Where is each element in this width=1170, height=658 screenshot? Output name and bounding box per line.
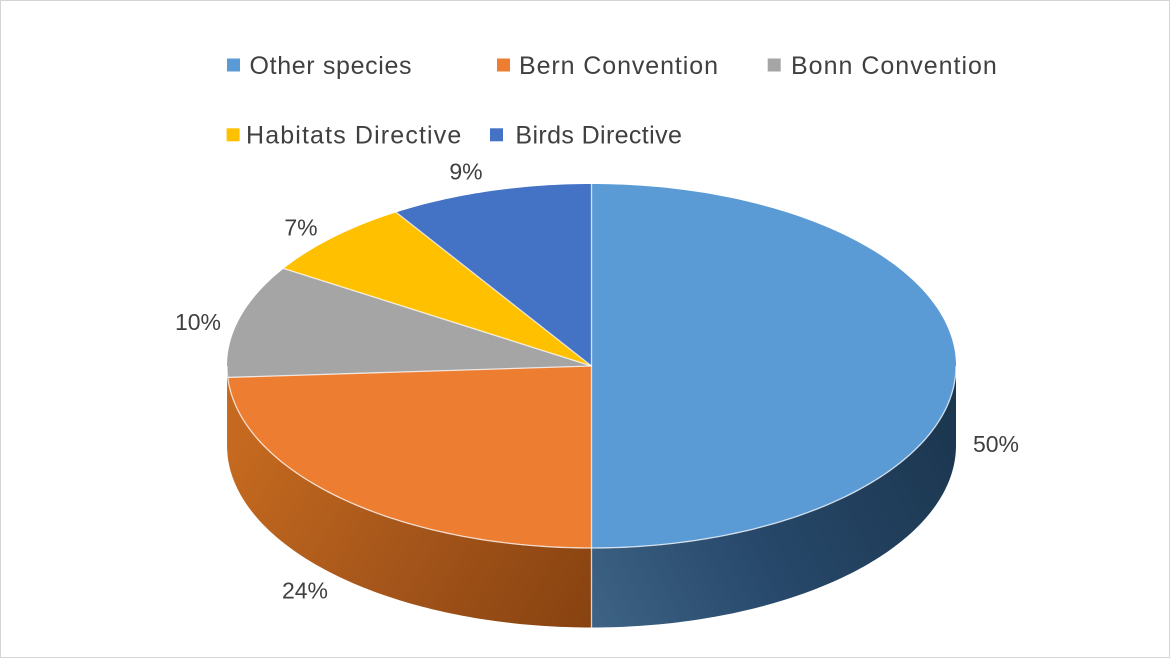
svg-text:7%: 7% [284, 215, 317, 241]
svg-text:Birds Directive: Birds Directive [515, 122, 682, 150]
svg-text:Other species: Other species [250, 52, 413, 80]
svg-text:10%: 10% [175, 309, 221, 335]
svg-text:50%: 50% [973, 431, 1019, 457]
svg-text:Bern Convention: Bern Convention [519, 52, 719, 80]
svg-text:Habitats Directive: Habitats Directive [246, 122, 462, 150]
svg-text:Bonn Convention: Bonn Convention [791, 52, 998, 80]
svg-text:9%: 9% [449, 159, 482, 185]
svg-text:24%: 24% [282, 578, 328, 604]
